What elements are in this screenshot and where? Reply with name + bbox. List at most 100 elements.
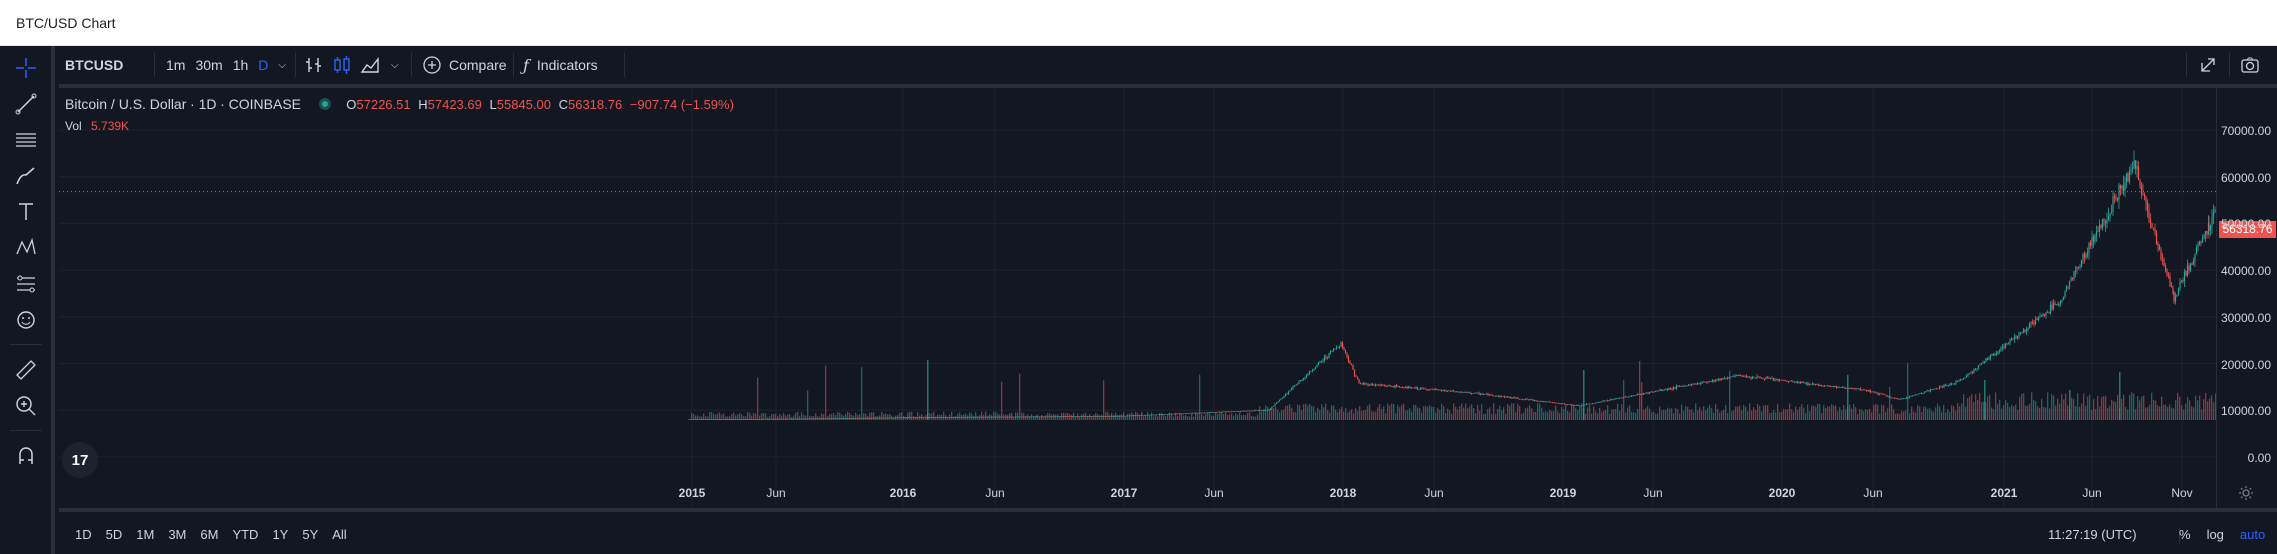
candle-body [1278,399,1281,402]
interval-1h-button[interactable]: 1h [232,57,249,73]
volume-bar [1567,410,1569,420]
volume-bar [1319,410,1321,420]
candle-body [1929,389,1932,392]
bar-chart-type-icon[interactable] [303,46,325,84]
candle-body [2001,346,2004,348]
range-ytd-button[interactable]: YTD [232,526,259,542]
volume-bar [2013,406,2015,420]
volume-bar [869,412,871,420]
prediction-icon[interactable] [10,268,42,300]
candle-body [1617,398,1619,399]
range-all-button[interactable]: All [332,526,347,542]
candle-body [1215,412,1218,413]
time-tick-label: 2017 [1110,486,1138,500]
magnet-icon[interactable] [10,440,42,472]
range-1d-button[interactable]: 1D [75,526,92,542]
volume-bar [1889,386,1891,420]
volume-bar [1119,414,1121,420]
compare-button[interactable]: Compare [421,46,507,84]
price-axis[interactable]: 56318.76 70000.00 60000.00 50000.00 40000.0… [2216,88,2277,522]
fib-retracement-icon[interactable] [10,124,42,156]
volume-bar [2203,399,2205,420]
volume-bar [1797,409,1799,420]
camera-icon[interactable] [2239,46,2261,84]
candles-chart-type-icon[interactable] [331,46,353,84]
candle-body [1838,386,1841,388]
volume-bar [1167,414,1169,420]
market-status-icon[interactable] [318,98,331,110]
settings-gear-icon[interactable] [2236,483,2256,503]
volume-bar [1289,404,1291,420]
crosshair-icon[interactable] [10,52,42,84]
candle-body [1244,410,1246,412]
volume-bar [1387,403,1389,420]
volume-bar [1395,413,1397,420]
volume-bar [1747,411,1749,420]
interval-30m-button[interactable]: 30m [195,57,223,73]
volume-bar [1431,406,1433,420]
auto-scale-button[interactable]: auto [2239,526,2266,542]
volume-bar [779,413,781,420]
candle-body [1717,378,1720,380]
volume-bar [1551,411,1553,420]
candle-body [1362,383,1365,385]
candle-body [1509,396,1512,399]
range-6m-button[interactable]: 6M [200,526,219,542]
candle-body [1771,378,1773,380]
candle-body [2100,225,2102,228]
candle-body [2125,173,2128,182]
area-chart-type-icon[interactable] [359,46,381,84]
candle-body [1425,388,1428,390]
candle-body [1707,381,1709,383]
volume-bar [751,415,753,420]
pattern-icon[interactable] [10,232,42,264]
volume-bar [1785,409,1787,420]
log-scale-button[interactable]: log [2206,526,2224,542]
candle-body [2174,295,2177,302]
text-tool-icon[interactable] [10,196,42,228]
volume-bar [1895,413,1897,420]
volume-bar [2041,398,2043,420]
chevron-down-icon[interactable]: ⌵ [391,59,399,71]
range-1y-button[interactable]: 1Y [272,526,289,542]
volume-bar [1535,411,1537,420]
clock-button[interactable]: 11:27:19 (UTC) [2048,522,2137,546]
volume-bar [1907,363,1909,420]
candle-body [2031,322,2034,324]
volume-bar [1943,404,1945,420]
range-1m-button[interactable]: 1M [136,526,155,542]
chevron-down-icon[interactable]: ⌵ [278,59,286,71]
range-5y-button[interactable]: 5Y [302,526,319,542]
candle-body [1418,389,1420,390]
range-selector: 1D 5D 1M 3M 6M YTD 1Y 5Y All [75,522,347,546]
volume-bar [1699,407,1701,420]
interval-d-button[interactable]: D [258,57,269,73]
trend-line-icon[interactable] [10,88,42,120]
indicators-button[interactable]: ƒ Indicators [523,46,598,84]
tradingview-logo[interactable]: 17 [62,442,98,478]
candle-body [1962,378,1965,380]
emoji-icon[interactable] [10,304,42,336]
interval-1m-button[interactable]: 1m [166,57,186,73]
percent-scale-button[interactable]: % [2179,526,2191,542]
fullscreen-icon[interactable] [2197,46,2219,84]
volume-bar [2173,408,2175,420]
candle-body [1529,399,1531,400]
range-3m-button[interactable]: 3M [168,526,187,542]
volume-bar [1509,405,1511,420]
volume-bar [699,416,701,420]
candle-body [2052,303,2055,309]
candle-body [815,418,818,420]
ruler-icon[interactable] [10,354,42,386]
zoom-in-icon[interactable] [10,390,42,422]
candle-body [2192,261,2195,265]
price-chart[interactable] [59,88,2216,522]
range-5d-button[interactable]: 5D [105,526,123,542]
symbol-search-button[interactable]: BTCUSD [65,46,123,84]
volume-bar [1093,414,1095,420]
volume-bar [1017,412,1019,420]
volume-bar [1681,404,1683,420]
brush-icon[interactable] [10,160,42,192]
volume-bar [1117,415,1119,420]
candle-body [2068,281,2071,288]
